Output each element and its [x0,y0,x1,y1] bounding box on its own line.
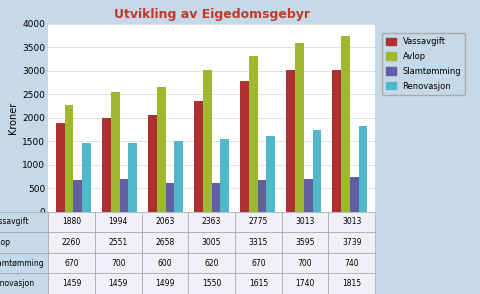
Bar [165,183,174,212]
Bar [312,130,321,212]
Bar [194,101,203,212]
Bar [119,179,128,212]
Bar [294,43,303,212]
Legend: Vassavgift, Avlop, Slamtømming, Renovasjon: Vassavgift, Avlop, Slamtømming, Renovasj… [381,33,464,95]
Bar [249,56,257,212]
Bar [303,179,312,212]
Bar [110,92,119,212]
Title: Utvikling av Eigedomsgebyr: Utvikling av Eigedomsgebyr [113,8,309,21]
Bar [240,81,249,212]
Bar [174,141,183,212]
Bar [332,70,340,212]
Bar [257,180,266,212]
Y-axis label: Kroner: Kroner [8,101,18,134]
Bar [266,136,275,212]
Bar [286,70,294,212]
Bar [73,180,82,212]
Bar [358,126,367,212]
Bar [64,105,73,212]
Bar [102,118,110,212]
Bar [340,36,349,212]
Bar [203,70,211,212]
Bar [56,123,64,212]
Bar [148,115,156,212]
Bar [128,143,137,212]
Bar [82,143,91,212]
Bar [211,183,220,212]
Bar [156,87,165,212]
Bar [349,177,358,212]
Bar [220,139,228,212]
